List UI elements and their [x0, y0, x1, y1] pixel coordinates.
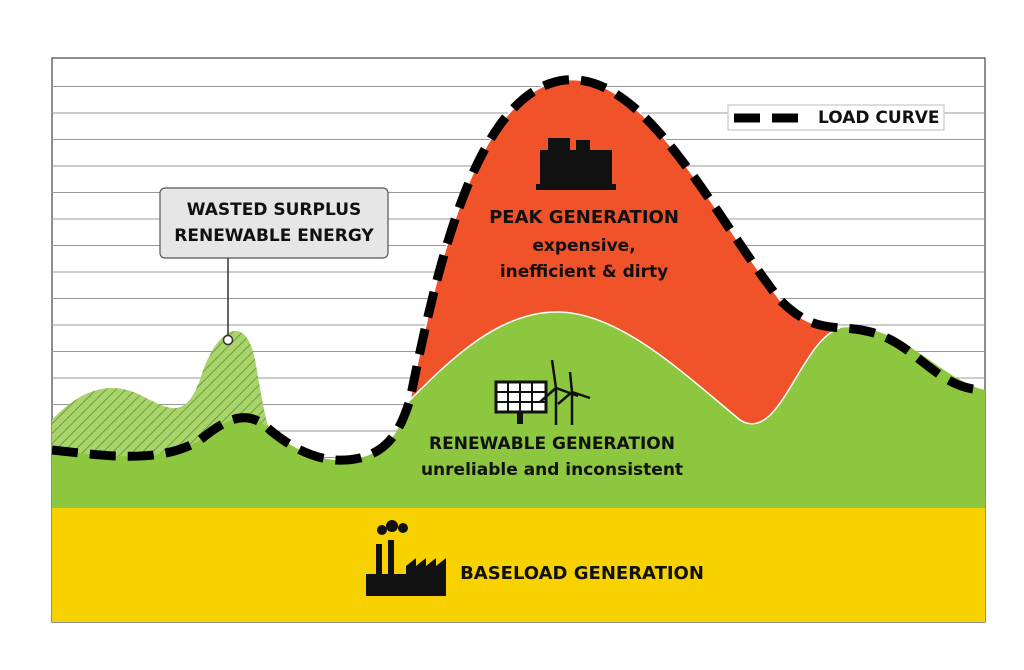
renewable-icon: [494, 359, 591, 425]
legend-box: [727, 104, 945, 131]
renewable-title: RENEWABLE GENERATION: [429, 434, 675, 454]
factory-icon: [366, 520, 446, 596]
callout-text: WASTED SURPLUS: [187, 200, 362, 220]
callout-dot: [222, 334, 234, 346]
callout-box: [159, 187, 389, 259]
load-curve: [51, 75, 986, 465]
peak-text: expensive,: [532, 236, 635, 256]
renewable-subtitle: unreliable and inconsistent: [421, 460, 683, 480]
callout-text: RENEWABLE ENERGY: [174, 226, 374, 246]
baseload-title: BASELOAD GENERATION: [460, 563, 704, 584]
peak-text: inefficient & dirty: [500, 262, 668, 282]
legend-label: LOAD CURVE: [818, 108, 940, 128]
peak-title: PEAK GENERATION: [489, 207, 679, 228]
generator-icon: [536, 138, 616, 190]
baseload-area: [52, 508, 985, 622]
